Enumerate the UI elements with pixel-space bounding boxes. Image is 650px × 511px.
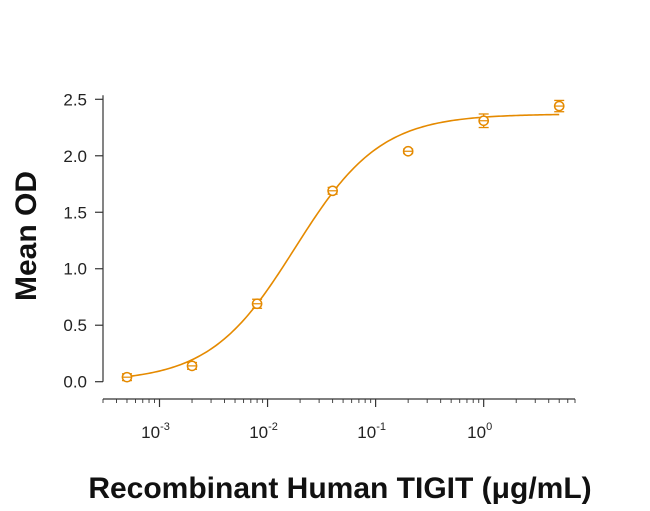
data-point (478, 113, 490, 129)
x-tick-label: 10-1 (357, 421, 386, 442)
y-tick-label: 2.0 (63, 147, 87, 166)
x-tick-label: 100 (467, 421, 492, 442)
data-point (186, 360, 198, 372)
data-points (121, 99, 565, 383)
data-point (553, 99, 565, 113)
y-tick-label: 1.0 (63, 260, 87, 279)
x-axis-title: Recombinant Human TIGIT (μg/mL) (88, 472, 591, 505)
y-tick-label: 0.0 (63, 373, 87, 392)
data-point (251, 298, 263, 310)
data-point (327, 185, 338, 197)
x-tick-label: 10-2 (249, 421, 278, 442)
fit-curve (126, 113, 560, 378)
y-axis-title: Mean OD (10, 171, 43, 301)
data-point (402, 145, 414, 157)
y-axis: 0.0 0.5 1.0 1.5 2.0 2.5 (63, 90, 104, 392)
data-point (121, 371, 133, 383)
x-tick-label: 10-3 (141, 421, 170, 442)
y-tick-label: 2.5 (63, 90, 87, 109)
y-tick-label: 0.5 (63, 316, 87, 335)
x-axis: 10-3 10-2 10-1 100 (102, 398, 576, 442)
y-tick-label: 1.5 (63, 203, 87, 222)
